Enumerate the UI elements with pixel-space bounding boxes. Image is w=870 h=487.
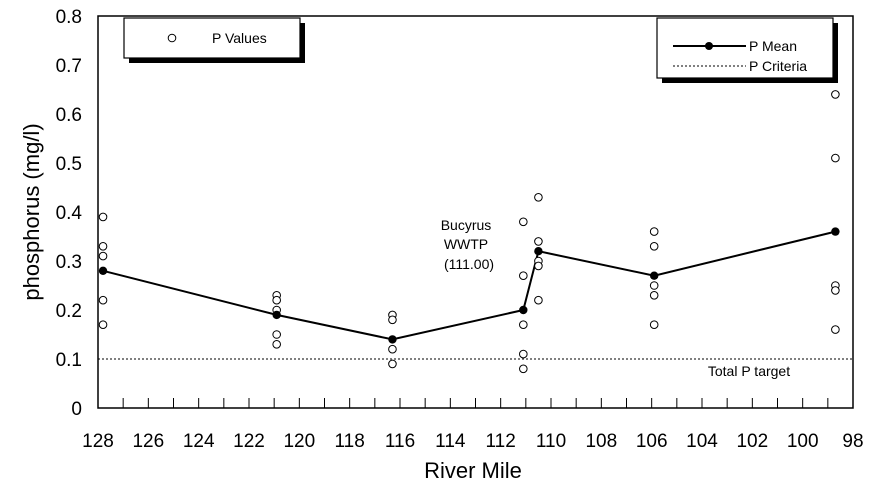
x-tick-label: 100 <box>787 431 819 452</box>
p-value-point <box>388 344 397 354</box>
p-value-point <box>534 295 543 305</box>
total-p-target-label: Total P target <box>708 363 790 379</box>
legend-open-circle-icon <box>167 33 177 43</box>
p-value-point <box>98 251 108 261</box>
legend-label-p-criteria: P Criteria <box>749 58 807 74</box>
p-value-point <box>534 193 543 202</box>
y-tick-label: 0.5 <box>56 154 82 175</box>
legend-box <box>123 17 301 59</box>
p-value-point <box>649 291 659 300</box>
p-value-point <box>534 261 543 271</box>
legend-mean-criteria: P Mean P Criteria <box>656 17 838 83</box>
y-tick-label: 0.3 <box>56 252 82 273</box>
bucyrus-annotation: Bucyrus WWTP (111.00) <box>441 217 494 272</box>
y-tick-label: 0.7 <box>56 56 82 77</box>
x-tick-label: 108 <box>585 431 617 452</box>
p-value-point <box>649 320 659 330</box>
p-value-point <box>831 90 840 99</box>
annotation-line: WWTP <box>444 236 488 252</box>
x-tick-label: 122 <box>233 431 265 452</box>
legend-label-p-values: P Values <box>212 30 267 46</box>
p-value-point <box>272 295 281 305</box>
legend-mean-marker-icon <box>705 42 713 50</box>
p-value-point <box>649 242 659 251</box>
p-value-point <box>519 349 528 359</box>
mean-point <box>98 266 108 275</box>
mean-point <box>388 335 397 344</box>
mean-point <box>649 271 659 280</box>
x-tick-label: 118 <box>335 431 365 452</box>
legend-box <box>656 17 834 79</box>
p-value-point <box>98 320 108 330</box>
p-value-point <box>519 217 528 227</box>
x-tick-label: 124 <box>183 431 215 452</box>
p-value-point <box>649 227 659 236</box>
p-value-point <box>831 153 840 163</box>
mean-point <box>272 310 281 320</box>
annotation-line: Bucyrus <box>441 217 492 233</box>
x-tick-label: 116 <box>385 431 415 452</box>
x-tick-label: 120 <box>283 431 315 452</box>
y-axis-ticks: 0 0.1 0.2 0.3 0.4 0.5 0.6 0.7 0.8 <box>56 7 83 420</box>
p-value-point <box>831 286 840 295</box>
x-axis-ticks: 128 126 124 122 120 118 116 114 112 110 108 106 104 1… <box>82 398 864 452</box>
mean-point <box>534 247 543 256</box>
p-value-point <box>519 271 528 281</box>
legend-label-p-mean: P Mean <box>749 38 797 54</box>
p-value-point <box>98 242 108 251</box>
y-tick-label: 0.6 <box>56 105 82 126</box>
x-tick-label: 98 <box>842 431 863 452</box>
p-value-point <box>272 340 281 349</box>
y-tick-label: 0.8 <box>56 7 82 28</box>
y-tick-label: 0.4 <box>56 203 83 224</box>
p-value-point <box>831 325 840 334</box>
annotation-line: (111.00) <box>444 256 494 272</box>
p-value-point <box>98 295 108 305</box>
x-tick-label: 104 <box>686 431 718 452</box>
p-value-point <box>388 359 397 369</box>
mean-point <box>519 305 528 315</box>
x-tick-label: 114 <box>435 431 466 452</box>
x-tick-label: 102 <box>736 431 768 452</box>
x-tick-label: 106 <box>636 431 668 452</box>
y-axis-title: phosphorus (mg/l) <box>19 123 44 300</box>
x-tick-label: 128 <box>82 431 114 452</box>
p-value-point <box>519 364 528 374</box>
x-axis-title: River Mile <box>424 458 522 483</box>
p-values-points <box>98 90 840 374</box>
x-tick-label: 110 <box>536 431 566 452</box>
mean-point <box>831 227 840 236</box>
x-tick-label: 112 <box>486 431 516 452</box>
p-value-point <box>534 237 543 246</box>
p-value-point <box>98 212 108 222</box>
p-value-point <box>649 281 659 290</box>
y-tick-label: 0.1 <box>56 350 82 371</box>
mean-points <box>98 227 840 344</box>
p-value-point <box>272 330 281 339</box>
p-value-point <box>519 320 528 330</box>
legend-p-values: P Values <box>123 17 305 63</box>
y-tick-label: 0 <box>71 399 82 420</box>
y-tick-label: 0.2 <box>56 301 82 322</box>
p-value-point <box>388 315 397 325</box>
x-tick-label: 126 <box>132 431 164 452</box>
